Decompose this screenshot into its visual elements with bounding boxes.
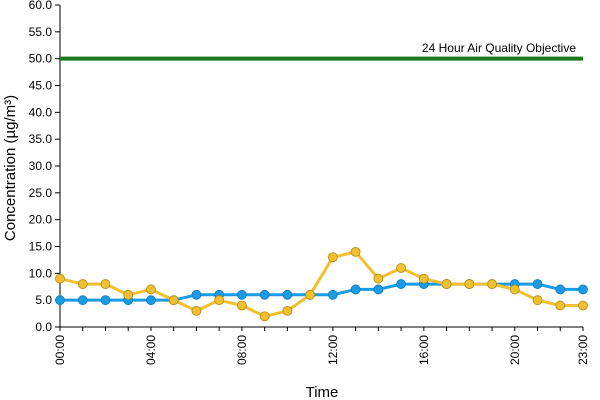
y-tick-label: 0.0 — [35, 320, 52, 334]
data-point — [259, 311, 270, 322]
data-point — [578, 300, 588, 311]
y-tick-label: 35.0 — [29, 132, 53, 146]
data-point — [77, 295, 88, 306]
data-point — [532, 279, 543, 289]
y-tick-label: 25.0 — [29, 186, 53, 200]
data-point — [441, 279, 452, 289]
x-tick-label: 20:00 — [508, 335, 522, 365]
x-tick-label: 00:00 — [53, 335, 67, 365]
data-point — [282, 289, 293, 300]
data-point — [327, 289, 338, 300]
data-point — [396, 279, 406, 289]
data-point — [509, 284, 520, 295]
x-tick-label: 04:00 — [144, 335, 158, 365]
y-tick-label: 60.0 — [29, 0, 53, 12]
y-tick-label: 55.0 — [29, 25, 53, 39]
data-point — [100, 295, 111, 306]
x-tick-label: 16:00 — [417, 335, 431, 365]
data-point — [55, 273, 65, 284]
data-point — [578, 284, 588, 295]
x-tick-label: 08:00 — [235, 335, 249, 365]
data-point — [418, 273, 429, 284]
reference-line-label: 24 Hour Air Quality Objective — [422, 41, 576, 55]
data-point — [487, 279, 497, 289]
data-point — [282, 305, 293, 316]
data-point — [100, 279, 111, 289]
y-tick-label: 20.0 — [29, 213, 53, 227]
axes: 0.0 5.0 10.0 15.0 20.0 25.0 30.0 35.0 40.0 45.0 50… — [29, 0, 590, 365]
series-group — [55, 246, 588, 322]
data-point — [55, 295, 65, 306]
data-point — [555, 300, 566, 311]
y-tick-label: 40.0 — [29, 105, 53, 119]
data-point — [191, 305, 202, 316]
data-point — [464, 279, 475, 289]
y-tick-label: 5.0 — [35, 293, 52, 307]
data-point — [146, 295, 156, 306]
data-point — [77, 279, 88, 289]
data-point — [191, 289, 202, 300]
data-point — [214, 295, 225, 306]
data-point — [373, 284, 384, 295]
data-point — [168, 295, 179, 306]
data-point — [532, 295, 543, 306]
data-point — [305, 289, 316, 300]
data-point — [123, 289, 134, 300]
data-point — [237, 300, 247, 311]
data-point — [555, 284, 566, 295]
x-tick-label: 23:00 — [576, 335, 590, 365]
data-point — [327, 252, 338, 263]
x-axis-title: Time — [306, 384, 339, 400]
y-axis-title: Concentration (µg/m³) — [2, 95, 19, 241]
data-point — [259, 289, 270, 300]
y-tick-label: 10.0 — [29, 266, 53, 280]
y-tick-label: 15.0 — [29, 240, 53, 254]
data-point — [350, 246, 361, 257]
y-tick-label: 30.0 — [29, 159, 53, 173]
y-tick-label: 50.0 — [29, 52, 53, 66]
data-point — [396, 263, 406, 273]
data-point — [237, 289, 247, 300]
y-tick-label: 45.0 — [29, 79, 53, 93]
series-2 — [55, 246, 588, 322]
data-point — [146, 284, 156, 295]
data-point — [373, 273, 384, 284]
data-point — [350, 284, 361, 295]
x-tick-label: 12:00 — [326, 335, 340, 365]
